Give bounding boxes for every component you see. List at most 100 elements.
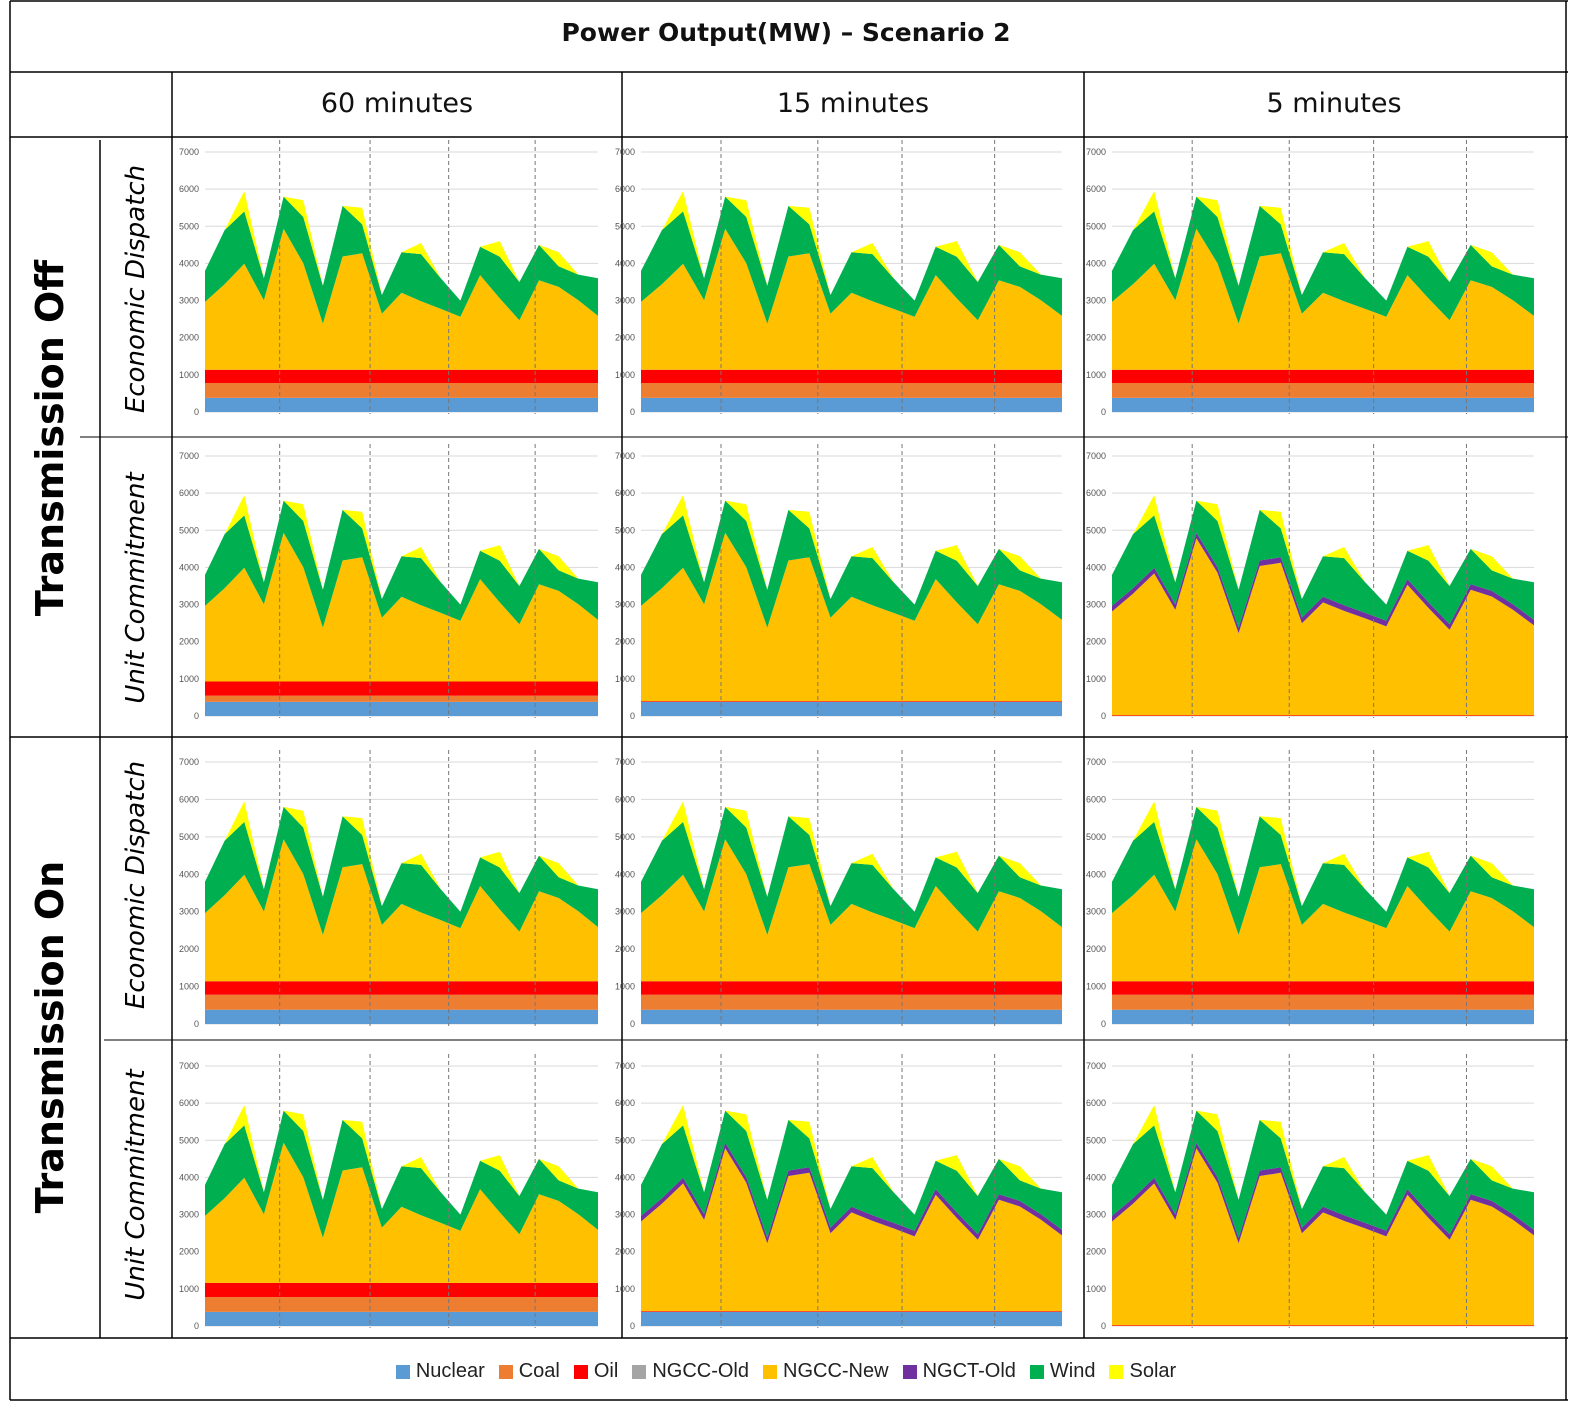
figure-title: Power Output(MW) – Scenario 2	[561, 18, 1011, 47]
y-tick-label: 3000	[615, 1210, 635, 1220]
area-coal	[641, 383, 1062, 398]
y-tick-label: 5000	[179, 1135, 199, 1145]
y-tick-label: 1000	[615, 370, 635, 380]
y-tick-label: 5000	[615, 221, 635, 231]
area-ngcc-new	[1112, 839, 1534, 982]
area-oil	[205, 681, 598, 696]
area-coal	[1112, 994, 1534, 1010]
legend-item-wind: Wind	[1029, 1360, 1096, 1383]
area-nuclear	[641, 1311, 1062, 1326]
area-oil	[1112, 1325, 1534, 1326]
y-tick-label: 1000	[179, 982, 199, 992]
legend-swatch-oil	[573, 1364, 588, 1379]
area-solar	[205, 495, 598, 605]
area-wind	[205, 196, 598, 324]
area-solar	[1112, 801, 1534, 912]
y-tick-label: 0	[630, 407, 635, 417]
area-wind	[205, 500, 598, 628]
legend-label-wind: Wind	[1049, 1360, 1096, 1382]
chart-panel: 0 1000 2000 3000 4000 5000 6000 7000	[1086, 1054, 1534, 1331]
legend-label-nuclear: Nuclear	[415, 1360, 485, 1382]
y-tick-label: 1000	[179, 674, 199, 684]
area-ngcc-new	[1112, 1148, 1534, 1326]
area-ngcc-new	[641, 1148, 1062, 1312]
y-tick-label: 4000	[1086, 869, 1106, 879]
y-tick-label: 0	[630, 1019, 635, 1029]
y-tick-label: 5000	[615, 832, 635, 842]
y-tick-label: 2000	[179, 637, 199, 647]
y-tick-label: 5000	[179, 221, 199, 231]
y-tick-label: 7000	[179, 757, 199, 767]
y-tick-label: 7000	[179, 451, 199, 461]
y-tick-label: 4000	[179, 258, 199, 268]
chart-panel: 0 1000 2000 3000 4000 5000 6000 7000	[615, 140, 1062, 417]
y-tick-label: 3000	[179, 1210, 199, 1220]
legend: Nuclear Coal Oil NGCC-Old NGCC-New NGCT-…	[0, 1360, 1572, 1383]
area-nuclear	[1112, 397, 1534, 412]
y-tick-label: 5000	[615, 525, 635, 535]
y-tick-label: 2000	[1086, 1247, 1106, 1257]
y-tick-label: 6000	[615, 488, 635, 498]
y-tick-label: 7000	[1086, 451, 1106, 461]
area-solar	[1112, 191, 1534, 301]
legend-label-coal: Coal	[518, 1360, 560, 1382]
chart-panel: 0 1000 2000 3000 4000 5000 6000 7000	[1086, 140, 1534, 417]
y-tick-label: 4000	[615, 869, 635, 879]
y-tick-label: 4000	[615, 258, 635, 268]
y-tick-label: 4000	[179, 1172, 199, 1182]
y-tick-label: 2000	[1086, 944, 1106, 954]
area-solar	[641, 191, 1062, 301]
y-tick-label: 3000	[179, 600, 199, 610]
y-tick-label: 0	[1101, 407, 1106, 417]
area-nuclear	[641, 397, 1062, 412]
area-coal	[1112, 383, 1534, 398]
area-nuclear	[641, 1009, 1062, 1024]
area-oil	[1112, 981, 1534, 995]
y-tick-label: 2000	[1086, 333, 1106, 343]
chart-panel: 0 1000 2000 3000 4000 5000 6000 7000	[615, 1054, 1062, 1331]
area-oil	[1112, 715, 1534, 716]
y-tick-label: 3000	[179, 907, 199, 917]
y-tick-label: 0	[630, 1321, 635, 1331]
y-tick-label: 2000	[1086, 637, 1106, 647]
area-coal	[205, 1297, 598, 1312]
area-oil	[205, 369, 598, 383]
area-ngcc-new	[641, 532, 1062, 702]
legend-item-coal: Coal	[498, 1360, 560, 1383]
legend-item-solar: Solar	[1109, 1360, 1176, 1383]
y-tick-label: 1000	[1086, 982, 1106, 992]
y-tick-label: 5000	[1086, 1135, 1106, 1145]
area-solar	[205, 801, 598, 912]
legend-item-oil: Oil	[573, 1360, 619, 1383]
legend-label-oil: Oil	[593, 1360, 619, 1382]
y-tick-label: 4000	[615, 562, 635, 572]
legend-swatch-ngct-old	[902, 1364, 917, 1379]
area-ngcc-new	[641, 839, 1062, 982]
area-oil	[641, 701, 1062, 702]
y-tick-label: 3000	[1086, 907, 1106, 917]
column-header-15: 15 minutes	[776, 88, 930, 119]
y-tick-label: 7000	[1086, 1061, 1106, 1071]
area-solar	[1112, 495, 1534, 605]
y-tick-label: 3000	[615, 907, 635, 917]
area-wind	[205, 1110, 598, 1238]
area-wind	[1112, 196, 1534, 324]
area-ngcc-new	[205, 1142, 598, 1283]
chart-panel: 0 1000 2000 3000 4000 5000 6000 7000	[179, 140, 598, 417]
y-tick-label: 7000	[1086, 757, 1106, 767]
area-nuclear	[1112, 1009, 1534, 1024]
area-coal	[205, 994, 598, 1010]
area-wind	[1112, 806, 1534, 935]
y-tick-label: 5000	[1086, 221, 1106, 231]
y-tick-label: 7000	[615, 147, 635, 157]
y-tick-label: 6000	[179, 488, 199, 498]
y-tick-label: 2000	[615, 1247, 635, 1257]
legend-swatch-coal	[498, 1364, 513, 1379]
area-nuclear	[205, 397, 598, 412]
y-tick-label: 4000	[1086, 1172, 1106, 1182]
y-tick-label: 5000	[1086, 832, 1106, 842]
y-tick-label: 2000	[179, 944, 199, 954]
area-oil	[1112, 369, 1534, 383]
y-tick-label: 1000	[615, 1284, 635, 1294]
